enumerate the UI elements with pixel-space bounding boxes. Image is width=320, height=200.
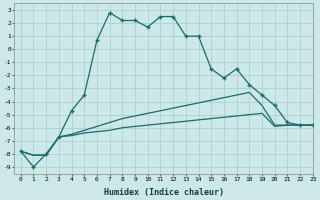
- X-axis label: Humidex (Indice chaleur): Humidex (Indice chaleur): [104, 188, 224, 197]
